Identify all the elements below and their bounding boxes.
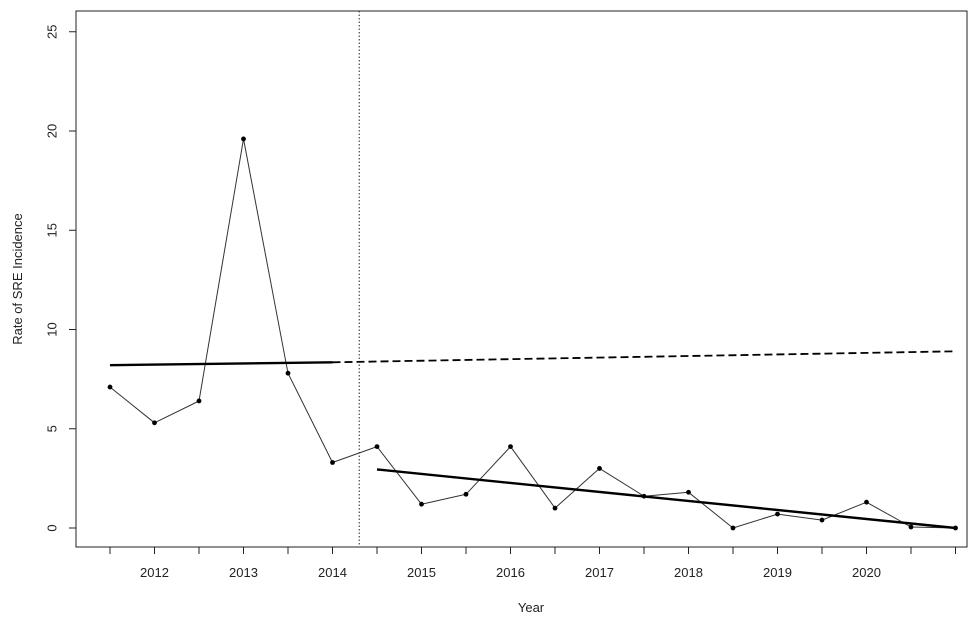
data-point [196,398,202,404]
y-axis: 0 5 10 15 20 25 [45,25,76,532]
y-tick-label: 15 [45,223,60,237]
x-axis: 2012 2013 2014 2015 2016 2017 2018 2019 2020 [109,547,956,580]
data-point [152,420,157,426]
data-points [107,136,958,531]
post-trend-line [376,468,956,530]
x-tick-label: 2014 [318,565,347,580]
data-point [374,444,380,450]
data-point [285,370,291,376]
x-tick-label: 2018 [674,565,703,580]
data-point [508,444,513,450]
data-point [641,493,647,499]
y-tick-label: 10 [45,322,60,336]
y-tick-label: 5 [45,425,60,432]
y-axis-title: Rate of SRE Incidence [10,213,25,345]
data-point [908,524,914,530]
data-point [241,136,246,142]
data-point [819,517,825,523]
x-tick-label: 2015 [407,565,436,580]
x-tick-label: 2013 [229,565,258,580]
observed-line [109,138,956,529]
data-point [953,525,958,531]
x-tick-label: 2019 [763,565,792,580]
data-point [730,525,736,531]
series-lines [109,138,956,530]
data-point [775,511,780,517]
pre-trend-line [109,361,333,367]
data-point [686,489,691,495]
x-tick-label: 2017 [585,565,614,580]
data-point [463,491,469,497]
x-axis-title: Year [518,600,545,615]
y-tick-label: 0 [45,524,60,531]
y-tick-label: 20 [45,124,60,138]
data-point [419,501,424,507]
y-tick-label: 25 [45,25,60,39]
data-point [107,384,113,390]
plot-frame [75,10,968,548]
x-tick-label: 2012 [140,565,169,580]
data-point [330,460,335,465]
x-tick-label: 2016 [496,565,525,580]
counterfactual-line [332,350,956,364]
x-tick-label: 2020 [852,565,881,580]
data-point [597,466,602,471]
data-point [552,505,558,511]
data-point [864,499,869,505]
